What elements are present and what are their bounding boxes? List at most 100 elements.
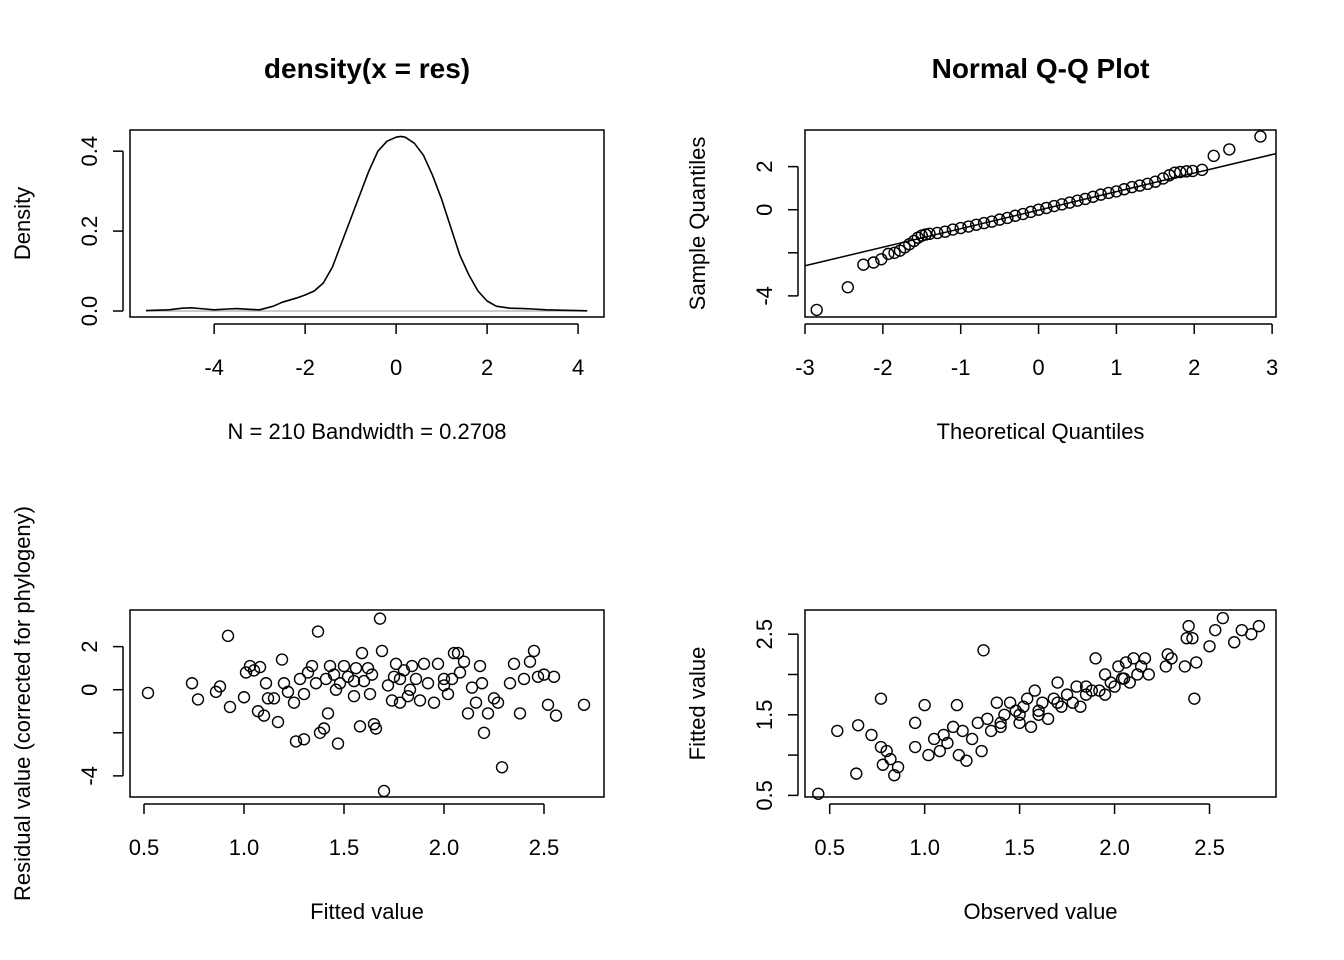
data-point <box>1209 623 1222 637</box>
data-point <box>851 719 865 732</box>
x-axis-label: Theoretical Quantiles <box>937 419 1145 444</box>
data-point <box>297 687 311 701</box>
data-point <box>1161 648 1174 661</box>
plot-box <box>129 129 605 318</box>
x-tick-label: 1.5 <box>1004 835 1035 860</box>
y-tick-label: 0.0 <box>77 296 102 327</box>
data-point <box>577 698 591 711</box>
data-point <box>965 732 979 746</box>
data-point <box>1134 660 1148 673</box>
data-point <box>323 659 337 673</box>
data-point <box>427 696 441 709</box>
data-point <box>257 709 271 722</box>
data-point <box>445 672 459 686</box>
data-point <box>1112 660 1125 673</box>
data-point <box>469 696 483 709</box>
data-point <box>1024 720 1038 734</box>
data-point <box>1041 712 1055 726</box>
data-point <box>369 722 383 735</box>
y-axis-label: Residual value (corrected for phylogeny) <box>10 506 35 901</box>
data-point <box>247 664 261 677</box>
x-tick-label: 2 <box>481 355 493 380</box>
y-tick-label: -4 <box>77 766 102 786</box>
data-point <box>373 612 387 625</box>
data-point <box>993 213 1006 226</box>
data-point <box>1079 192 1092 206</box>
data-point <box>933 744 947 758</box>
data-point <box>950 698 964 712</box>
data-point <box>857 258 870 271</box>
y-tick-label: 0 <box>77 684 102 696</box>
data-point <box>313 726 327 739</box>
data-point <box>403 683 417 696</box>
data-point <box>513 707 527 720</box>
data-point <box>1203 640 1216 653</box>
data-point <box>874 692 888 705</box>
data-point <box>1133 179 1146 192</box>
data-point <box>882 247 895 261</box>
data-point <box>437 672 451 686</box>
data-point <box>977 216 991 230</box>
data-point <box>1016 207 1030 221</box>
data-point <box>1119 656 1133 669</box>
data-point <box>223 700 237 714</box>
data-point <box>994 716 1007 730</box>
plot-box <box>129 609 605 798</box>
data-point <box>1188 692 1201 705</box>
x-axis-label: N = 210 Bandwidth = 0.2708 <box>228 419 507 444</box>
data-point <box>1013 708 1026 721</box>
data-point <box>347 674 361 688</box>
data-point <box>541 698 555 711</box>
data-point <box>259 677 273 690</box>
data-point <box>357 674 371 688</box>
data-point <box>831 724 844 738</box>
x-tick-label: 3 <box>1266 355 1278 380</box>
data-point <box>1009 704 1023 717</box>
data-point <box>243 659 257 673</box>
data-point <box>1040 201 1053 215</box>
data-point <box>267 692 281 705</box>
data-point <box>261 692 275 705</box>
data-point <box>1138 652 1152 665</box>
data-point <box>363 687 377 701</box>
data-point <box>865 728 878 742</box>
data-point <box>327 668 341 681</box>
y-tick-label: 0.5 <box>752 780 777 811</box>
x-tick-label: 2 <box>1188 355 1200 380</box>
data-point <box>1055 700 1068 713</box>
y-tick-label: 0 <box>752 204 777 216</box>
data-point <box>1047 692 1060 705</box>
data-point <box>1223 143 1236 156</box>
data-point <box>481 707 495 720</box>
data-point <box>1051 676 1064 689</box>
data-point <box>349 661 363 675</box>
x-tick-label: -2 <box>873 355 893 380</box>
x-tick-label: 1.5 <box>329 835 360 860</box>
data-point <box>275 653 289 666</box>
data-point <box>1141 177 1154 191</box>
data-point <box>922 748 935 762</box>
x-tick-label: 1 <box>1110 355 1122 380</box>
x-tick-label: 0 <box>1032 355 1044 380</box>
data-point <box>1017 700 1030 713</box>
data-point <box>465 681 479 694</box>
plot-title: density(x = res) <box>264 53 470 84</box>
panel-1: density(x = res) N = 210 Bandwidth = 0.27… <box>10 53 605 444</box>
data-point <box>908 740 922 754</box>
y-tick-label: 1.5 <box>752 699 777 730</box>
data-point <box>1195 163 1209 177</box>
data-point <box>1074 700 1087 713</box>
data-point <box>377 784 391 798</box>
data-point <box>1063 196 1076 209</box>
x-tick-label: -2 <box>295 355 315 380</box>
data-point <box>956 724 969 738</box>
data-point <box>1066 696 1079 709</box>
y-tick-label: 0.4 <box>77 136 102 167</box>
data-point <box>253 660 267 674</box>
data-point <box>981 712 994 726</box>
data-point <box>1098 668 1112 681</box>
data-point <box>431 657 445 671</box>
data-point <box>1047 199 1061 213</box>
data-point <box>1174 165 1187 179</box>
